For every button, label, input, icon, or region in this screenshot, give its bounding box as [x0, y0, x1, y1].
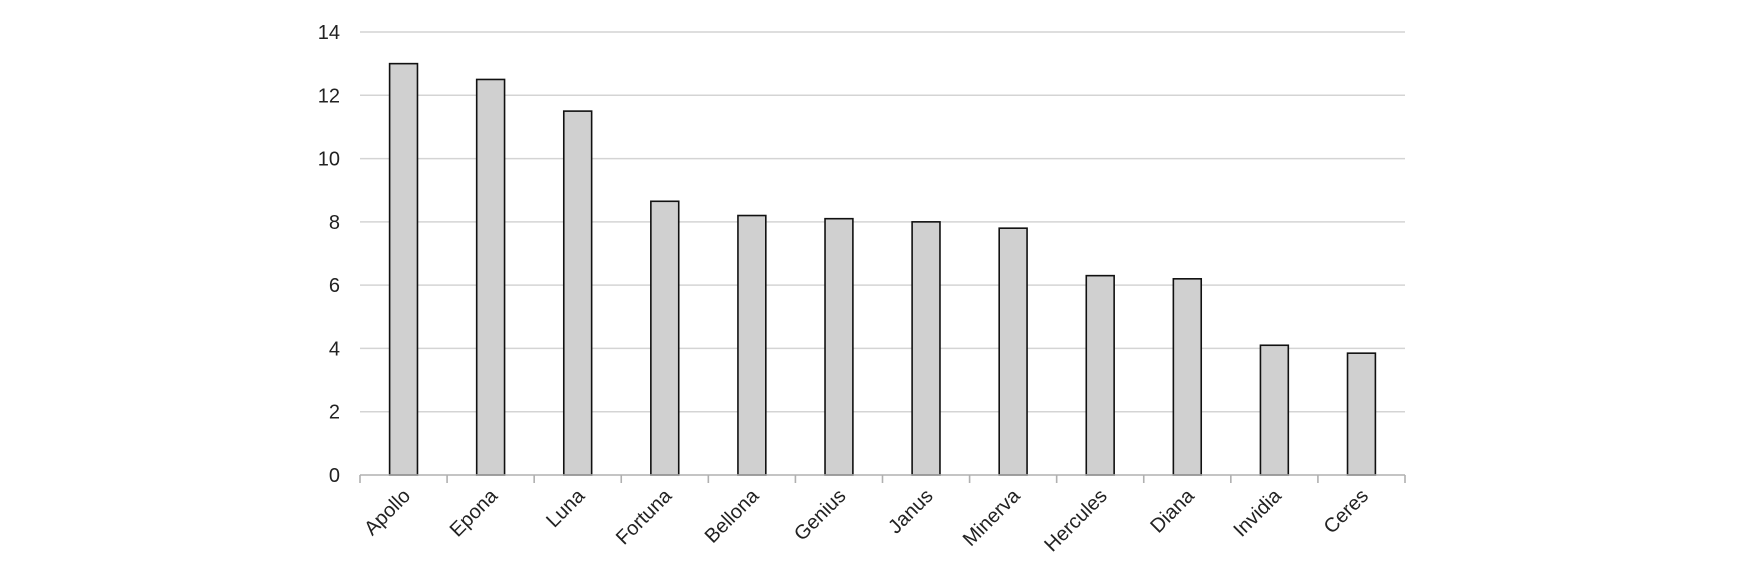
x-category-label: Luna	[542, 484, 590, 532]
x-category-label: Invidia	[1229, 484, 1286, 541]
bar-janus	[911, 221, 941, 476]
x-category-label: Hercules	[1040, 485, 1111, 556]
x-category-label: Bellona	[701, 484, 764, 547]
bars	[388, 62, 1377, 476]
bar-apollo	[388, 62, 419, 476]
bar-luna	[562, 110, 593, 476]
x-axis-category-labels: Apollo Epona Luna Fortuna Bellona Genius Janus…	[360, 484, 1373, 556]
y-tick-label: 6	[329, 275, 340, 297]
x-category-label: Epona	[446, 484, 503, 541]
y-tick-label: 10	[318, 149, 340, 171]
bar-epona	[475, 78, 506, 476]
x-category-label: Genius	[790, 485, 850, 545]
y-tick-label: 12	[318, 85, 340, 107]
x-category-label: Minerva	[959, 484, 1025, 550]
bar-minerva	[998, 227, 1028, 476]
bar-genius	[824, 217, 854, 476]
x-category-label: Janus	[884, 485, 937, 538]
gridlines	[360, 31, 1405, 413]
y-axis-tick-labels: 0 2 4 6 8 10 12 14	[318, 22, 340, 487]
bar-diana	[1172, 278, 1203, 476]
y-tick-label: 4	[329, 338, 340, 360]
x-category-label: Ceres	[1320, 485, 1373, 538]
y-tick-label: 2	[329, 402, 340, 424]
x-category-label: Diana	[1146, 484, 1199, 537]
y-tick-label: 0	[329, 465, 340, 487]
x-category-label: Apollo	[360, 485, 415, 540]
bar-bellona	[737, 214, 767, 476]
x-category-label: Fortuna	[612, 484, 677, 549]
y-tick-label: 14	[318, 22, 340, 44]
y-tick-label: 8	[329, 212, 340, 234]
bar-fortuna	[650, 200, 680, 476]
x-axis	[359, 474, 1406, 483]
bar-invidia	[1259, 344, 1290, 476]
bar-ceres	[1346, 352, 1377, 476]
bar-hercules	[1085, 274, 1115, 476]
